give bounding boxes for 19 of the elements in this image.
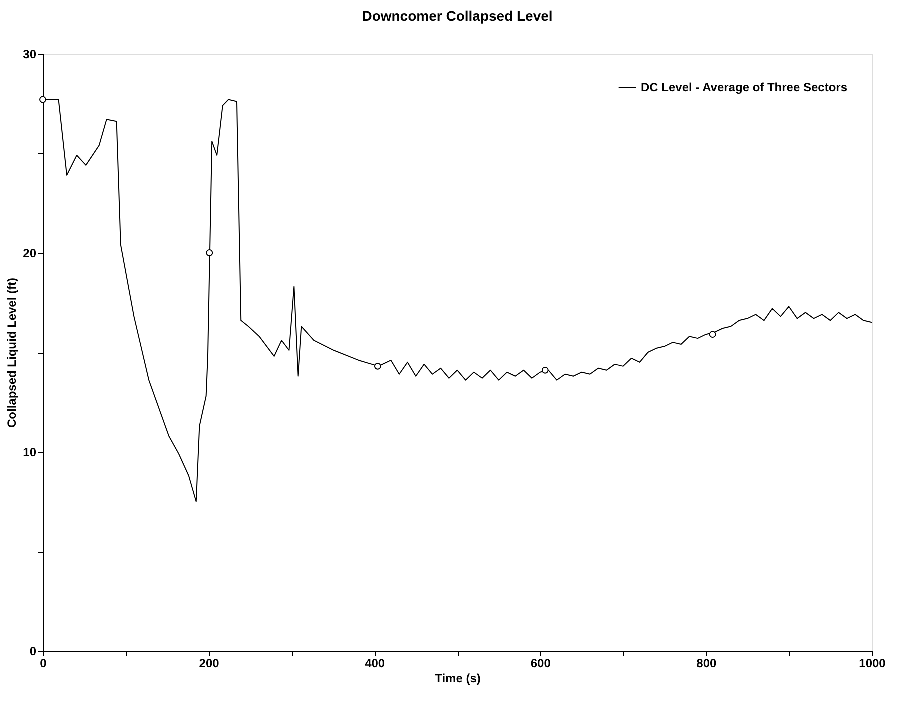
y-tick-label: 10 — [23, 446, 37, 460]
x-tick-label: 400 — [365, 656, 386, 670]
y-axis-title: Collapsed Liquid Level (ft) — [5, 278, 20, 428]
point — [709, 331, 716, 338]
x-tick-label: 0 — [40, 656, 48, 670]
point — [542, 366, 549, 374]
x-tick-label: 1000 — [859, 656, 886, 670]
x-tick-label: 600 — [530, 656, 552, 670]
y-tick-label: 30 — [23, 48, 37, 62]
point — [40, 96, 46, 104]
x-axis-title: Time (s) — [435, 672, 481, 686]
y-tick-label: 20 — [23, 246, 37, 260]
chart-title: Downcomer Collapsed Level — [362, 8, 553, 24]
x-tick-label: 200 — [199, 656, 220, 670]
x-tick-label: 800 — [696, 656, 718, 670]
point — [374, 362, 382, 370]
y-tick-label: 0 — [30, 644, 37, 658]
point — [206, 250, 214, 256]
legend-label: DC Level - Average of Three Sectors — [641, 80, 848, 94]
